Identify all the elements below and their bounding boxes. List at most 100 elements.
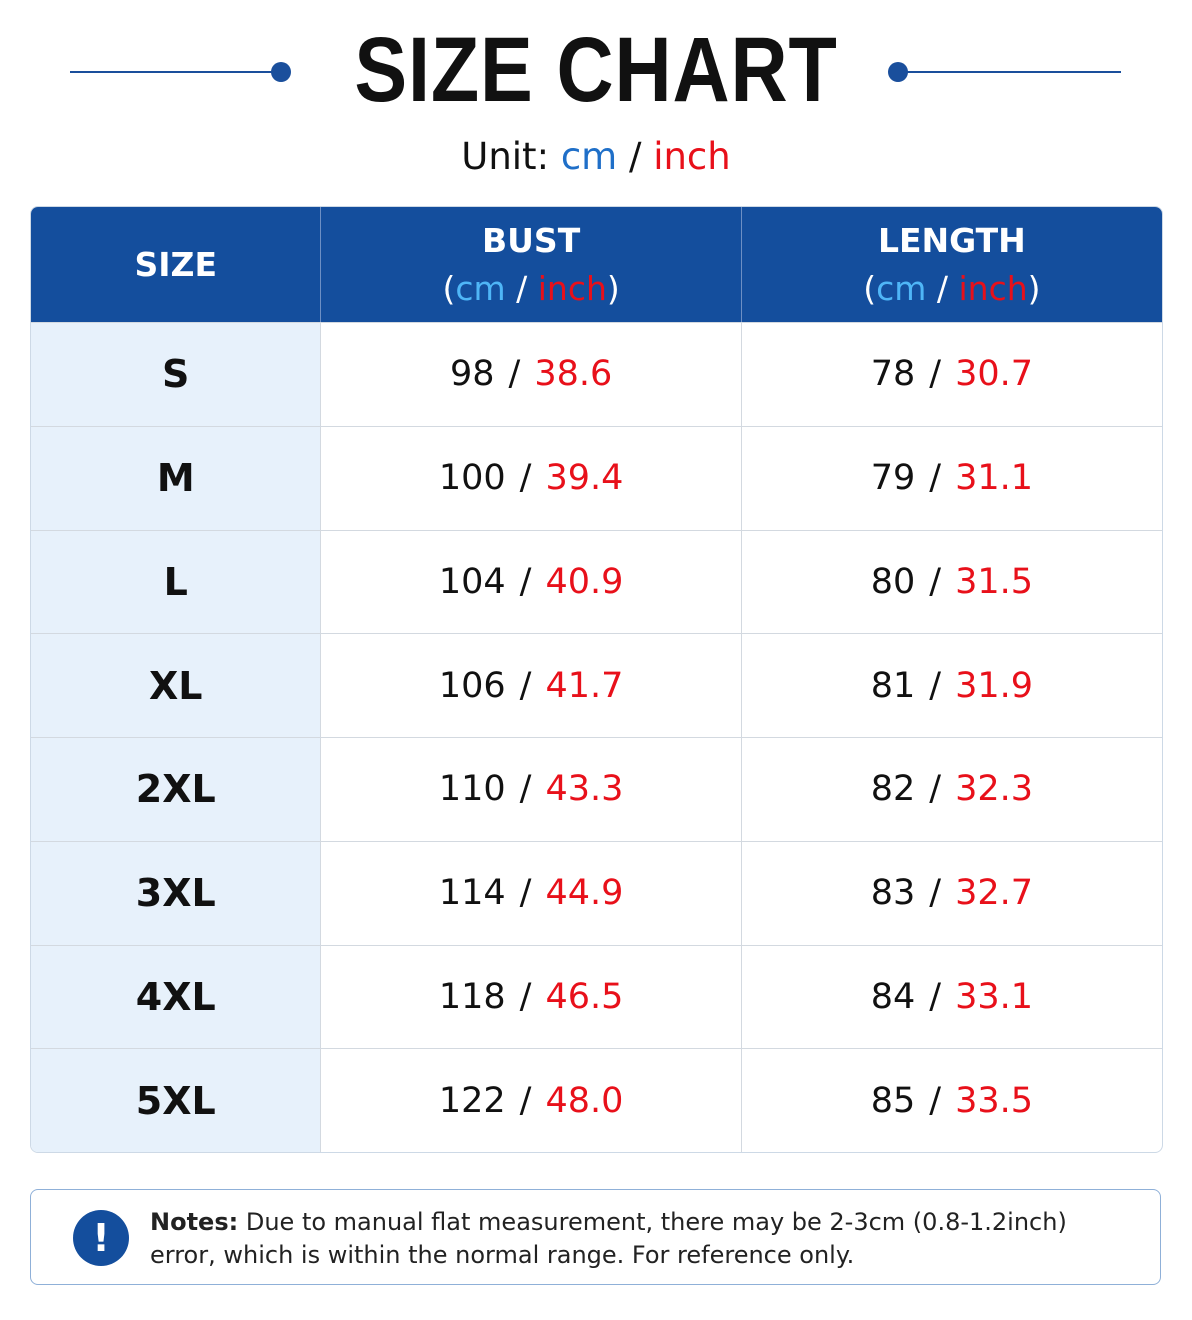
measure-cell: 78 / 30.7 bbox=[742, 323, 1162, 426]
measure-cell: 110 / 43.3 bbox=[321, 738, 742, 841]
unit-line: Unit: cm / inch bbox=[0, 133, 1192, 181]
separator: / bbox=[929, 458, 942, 499]
size-table: SIZE BUST (cm / inch) LENGTH (cm / inch) S 98/… bbox=[30, 206, 1163, 1153]
notes-text: Notes: Due to manual flat measurement, t… bbox=[150, 1206, 1140, 1272]
size-cell: 2XL bbox=[31, 738, 322, 841]
inch-value: 33.1 bbox=[955, 976, 1033, 1017]
measure-cell: 82 / 32.3 bbox=[742, 738, 1162, 841]
separator: / bbox=[929, 1080, 942, 1121]
inch-value: 40.9 bbox=[545, 561, 624, 602]
header-cell: LENGTH (cm / inch) bbox=[742, 207, 1162, 322]
cm-value: 110 bbox=[438, 769, 506, 810]
separator: / bbox=[519, 976, 532, 1017]
separator: / bbox=[508, 354, 521, 395]
table-row: L 104 / 40.9 80 / 31.5 bbox=[31, 529, 1162, 634]
separator: / bbox=[929, 561, 942, 602]
measure-cell: 114 / 44.9 bbox=[321, 841, 742, 945]
measure-cell: 84 / 33.1 bbox=[742, 946, 1162, 1049]
inch-value: 31.5 bbox=[955, 561, 1033, 602]
measure-cell: 79 / 31.1 bbox=[742, 427, 1162, 530]
unit-sep: / bbox=[628, 135, 642, 178]
inch-value: 33.5 bbox=[955, 1080, 1033, 1121]
measure-cell: 122 / 48.0 bbox=[321, 1049, 742, 1152]
paren: ) bbox=[1027, 268, 1041, 308]
unit-cm: cm bbox=[876, 268, 927, 308]
cm-value: 98 bbox=[449, 354, 495, 395]
table-row: S 98 / 38.6 78 / 30.7 bbox=[31, 322, 1162, 426]
title: SIZE CHART bbox=[0, 18, 1192, 122]
separator: / bbox=[519, 769, 532, 810]
cm-value: 106 bbox=[438, 665, 506, 706]
separator: / bbox=[929, 665, 942, 706]
inch-value: 31.1 bbox=[955, 458, 1033, 499]
header-unit: (cm / inch) bbox=[863, 265, 1040, 313]
inch-value: 31.9 bbox=[955, 665, 1033, 706]
size-cell: 4XL bbox=[31, 945, 322, 1049]
notes-body: Due to manual flat measurement, there ma… bbox=[150, 1208, 1067, 1269]
header-label: BUST bbox=[481, 220, 581, 260]
cm-value: 104 bbox=[438, 561, 506, 602]
separator: / bbox=[929, 873, 942, 914]
header-label: LENGTH bbox=[877, 220, 1026, 260]
cm-value: 84 bbox=[870, 976, 916, 1017]
header-cell: BUST (cm / inch) bbox=[321, 207, 742, 322]
info-icon: ! bbox=[73, 1210, 129, 1266]
cm-value: 82 bbox=[870, 769, 916, 810]
table-row: 4XL 118 / 46.5 84 / 33.1 bbox=[31, 944, 1162, 1049]
unit-cm: cm bbox=[560, 135, 618, 178]
size-cell: 3XL bbox=[31, 841, 322, 945]
unit-label: Unit: bbox=[461, 135, 550, 178]
header-label: SIZE bbox=[134, 244, 217, 284]
table-row: 2XL 110 / 43.3 82 / 32.3 bbox=[31, 737, 1162, 841]
table-row: 5XL 122 / 48.0 85 / 33.5 bbox=[31, 1048, 1162, 1152]
cm-value: 118 bbox=[438, 976, 506, 1017]
unit-inch: inch bbox=[537, 268, 607, 308]
size-cell: M bbox=[31, 426, 322, 530]
table-row: XL 106 / 41.7 81 / 31.9 bbox=[31, 633, 1162, 737]
inch-value: 39.4 bbox=[545, 458, 624, 499]
measure-cell: 118 / 46.5 bbox=[321, 945, 742, 1049]
inch-value: 38.6 bbox=[534, 354, 613, 395]
cm-value: 80 bbox=[870, 561, 916, 602]
separator: / bbox=[519, 1080, 532, 1121]
inch-value: 32.3 bbox=[955, 769, 1033, 810]
separator: / bbox=[519, 561, 532, 602]
separator: / bbox=[929, 354, 942, 395]
header-row: SIZE BUST (cm / inch) LENGTH (cm / inch) bbox=[31, 207, 1162, 322]
unit-inch: inch bbox=[958, 268, 1028, 308]
inch-value: 48.0 bbox=[545, 1080, 624, 1121]
size-cell: L bbox=[31, 530, 322, 634]
header-unit: (cm / inch) bbox=[442, 265, 619, 313]
unit-cm: cm bbox=[455, 268, 506, 308]
table-row: M 100 / 39.4 79 / 31.1 bbox=[31, 425, 1162, 530]
size-cell: 5XL bbox=[31, 1049, 322, 1152]
paren: ( bbox=[442, 268, 456, 308]
measure-cell: 106 / 41.7 bbox=[321, 634, 742, 737]
separator: / bbox=[519, 458, 532, 499]
inch-value: 46.5 bbox=[545, 976, 624, 1017]
inch-value: 43.3 bbox=[545, 769, 624, 810]
paren: ) bbox=[606, 268, 620, 308]
inch-value: 30.7 bbox=[955, 354, 1033, 395]
cm-value: 100 bbox=[438, 458, 506, 499]
cm-value: 78 bbox=[870, 354, 916, 395]
separator: / bbox=[929, 769, 942, 810]
size-cell: XL bbox=[31, 634, 322, 737]
measure-cell: 81 / 31.9 bbox=[742, 634, 1162, 737]
decor-line bbox=[70, 71, 282, 73]
separator: / bbox=[519, 665, 532, 706]
cm-value: 85 bbox=[870, 1080, 916, 1121]
inch-value: 44.9 bbox=[545, 873, 624, 914]
measure-cell: 83 / 32.7 bbox=[742, 842, 1162, 945]
notes-label: Notes: bbox=[150, 1208, 239, 1236]
decor-line bbox=[898, 71, 1121, 73]
decor-dot bbox=[271, 62, 291, 82]
size-cell: S bbox=[31, 323, 322, 426]
table-row: 3XL 114 / 44.9 83 / 32.7 bbox=[31, 840, 1162, 945]
measure-cell: 100 / 39.4 bbox=[321, 426, 742, 530]
separator: / bbox=[519, 873, 532, 914]
unit-inch: inch bbox=[653, 135, 731, 178]
inch-value: 41.7 bbox=[545, 665, 624, 706]
separator: / bbox=[929, 976, 942, 1017]
